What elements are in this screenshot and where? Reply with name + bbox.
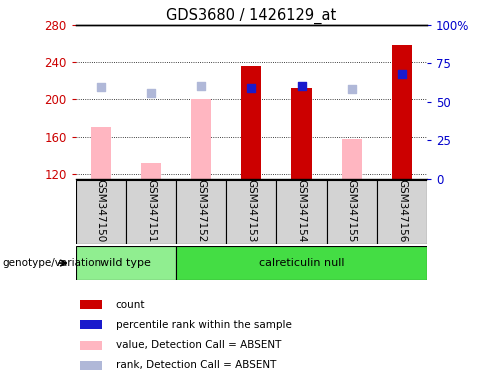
Text: GSM347156: GSM347156 (397, 179, 407, 243)
Title: GDS3680 / 1426129_at: GDS3680 / 1426129_at (166, 7, 336, 23)
Bar (126, 180, 176, 244)
Bar (291, 88, 311, 179)
Text: genotype/variation: genotype/variation (2, 258, 102, 268)
Point (348, 86, 356, 92)
Text: GSM347153: GSM347153 (246, 179, 256, 243)
Bar (80, 300, 102, 309)
Point (197, 83, 205, 89)
Text: GSM347154: GSM347154 (297, 179, 306, 243)
Bar (80, 341, 102, 350)
Point (398, 71, 406, 77)
Bar (176, 246, 427, 280)
Bar (191, 99, 211, 179)
Point (147, 90, 155, 96)
Bar (241, 66, 262, 179)
Point (97, 84, 104, 90)
Bar (276, 180, 326, 244)
Point (247, 85, 255, 91)
Text: GSM347152: GSM347152 (196, 179, 206, 243)
Bar (226, 180, 276, 244)
Bar (377, 180, 427, 244)
Bar (80, 361, 102, 370)
Text: GSM347150: GSM347150 (96, 179, 106, 243)
Bar (91, 127, 111, 179)
Bar (141, 163, 161, 179)
Bar (176, 180, 226, 244)
Text: count: count (116, 300, 145, 310)
Bar (80, 320, 102, 329)
Bar (392, 45, 412, 179)
Text: calreticulin null: calreticulin null (259, 258, 344, 268)
Text: rank, Detection Call = ABSENT: rank, Detection Call = ABSENT (116, 361, 276, 371)
Text: value, Detection Call = ABSENT: value, Detection Call = ABSENT (116, 340, 281, 350)
Text: GSM347151: GSM347151 (146, 179, 156, 243)
Point (298, 83, 305, 89)
Text: percentile rank within the sample: percentile rank within the sample (116, 320, 291, 330)
Text: GSM347155: GSM347155 (346, 179, 357, 243)
Bar (326, 180, 377, 244)
Bar (342, 139, 362, 179)
Bar (76, 246, 176, 280)
Bar (76, 180, 126, 244)
Text: wild type: wild type (101, 258, 151, 268)
